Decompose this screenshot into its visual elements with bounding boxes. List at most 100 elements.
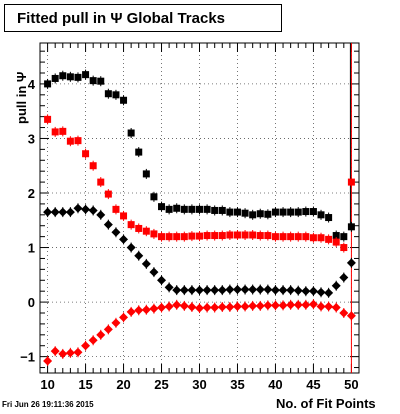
data-point [271,208,279,216]
data-point [279,208,287,216]
data-point [142,170,150,178]
data-point [211,232,219,240]
data-point [51,74,59,82]
data-point [65,207,75,217]
data-point [89,77,97,85]
data-point [210,285,220,295]
data-point [339,308,349,318]
x-axis-label: No. of Fit Points [276,396,376,411]
data-point [240,285,250,295]
data-point [324,301,334,311]
data-point [179,285,189,295]
data-point [317,211,325,219]
data-point [294,233,302,241]
data-point [96,210,106,220]
data-point [165,233,173,241]
date-stamp: Fri Jun 26 19:11:36 2015 [2,400,94,409]
data-point [74,137,82,145]
data-point [111,318,121,328]
data-point [317,234,325,242]
data-point [58,349,68,359]
data-point [241,209,249,217]
data-point [73,347,83,357]
data-point [141,259,151,269]
data-point [126,243,136,253]
y-tick-label: 2 [28,186,35,201]
x-tick-label: 10 [40,377,54,392]
data-point [44,80,52,88]
data-point [339,273,349,283]
data-point [226,208,234,216]
y-tick-label: 3 [28,131,35,146]
data-point [119,312,129,322]
data-point [347,178,355,186]
y-tick-label: 4 [28,77,36,92]
data-point [188,232,196,240]
x-tick-label: 20 [116,377,130,392]
data-point [308,299,318,309]
data-point [150,230,158,238]
x-tick-label: 15 [78,377,92,392]
data-point [59,72,67,80]
data-point [135,224,143,232]
data-point [226,231,234,239]
data-point [308,286,318,296]
x-tick-label: 25 [154,377,168,392]
data-point [112,205,120,213]
data-point [232,301,242,311]
data-point [301,286,311,296]
data-point [180,233,188,241]
data-point [187,285,197,295]
data-point [126,307,136,317]
data-point [249,211,257,219]
data-point [196,205,203,213]
data-point [233,231,241,239]
y-tick-label: 0 [28,295,35,310]
data-point [172,285,182,295]
data-point [271,233,279,241]
chart-title-box: Fitted pull in Ψ Global Tracks [4,4,282,32]
data-point [217,302,227,312]
data-point [158,233,166,241]
data-point [232,285,242,295]
data-point [50,207,60,217]
data-point [173,233,181,241]
data-point [43,207,53,217]
data-point [286,285,296,295]
data-point [103,324,113,334]
data-point [256,232,264,240]
data-point [293,286,303,296]
data-point [150,193,158,201]
data-point [240,301,250,311]
y-tick-label: −1 [20,350,35,365]
data-point [81,341,91,351]
data-point [346,311,356,321]
data-point [309,208,317,216]
data-point [210,303,220,313]
data-point [141,305,151,315]
data-point [149,304,159,314]
data-point [294,208,302,216]
data-point [218,232,226,240]
data-point [44,115,52,123]
x-tick-label: 50 [344,377,358,392]
data-point [286,300,296,310]
data-point [331,281,341,291]
data-point [172,300,182,310]
x-tick-label: 30 [192,377,206,392]
data-point [302,208,310,216]
data-point [203,205,211,213]
data-point [309,234,317,242]
data-point [157,303,167,313]
data-point [225,285,235,295]
data-point [89,162,97,170]
data-point [255,285,265,295]
data-point [111,227,121,237]
data-point [134,251,144,261]
data-point [188,205,196,213]
data-point [287,208,295,216]
x-tick-label: 40 [268,377,282,392]
data-point [256,210,264,218]
data-point [293,300,303,310]
